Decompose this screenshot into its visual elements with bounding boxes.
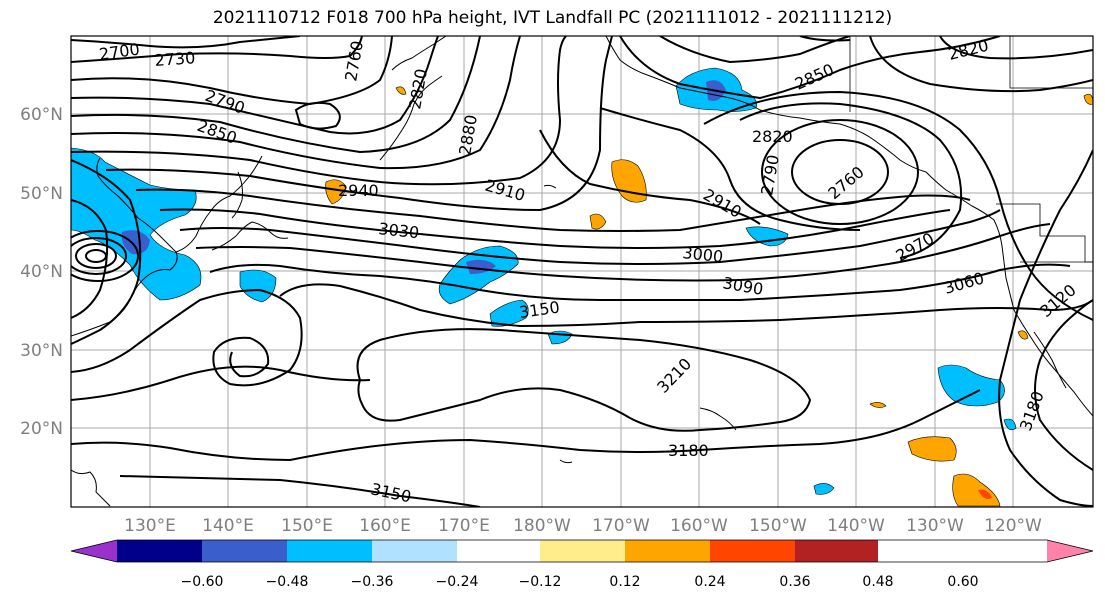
lat-label: 30°N bbox=[20, 341, 63, 361]
colorbar-bin bbox=[457, 540, 540, 562]
contour-label: 3180 bbox=[668, 441, 709, 460]
contour-label: 2730 bbox=[154, 48, 196, 70]
colorbar-bin bbox=[202, 540, 287, 562]
colorbar-bin bbox=[710, 540, 795, 562]
colorbar-tick: −0.24 bbox=[436, 574, 479, 590]
lon-label: 140°E bbox=[202, 516, 254, 536]
lat-label: 60°N bbox=[20, 105, 63, 125]
colorbar-tick: 0.12 bbox=[609, 574, 640, 590]
colorbar-tick: −0.36 bbox=[351, 574, 394, 590]
colorbar-outline bbox=[70, 539, 1094, 563]
height-contours bbox=[71, 36, 1093, 507]
colorbar-bin bbox=[372, 540, 457, 562]
longitude-labels: 130°E 140°E 150°E 160°E 170°E 180°W 170°… bbox=[124, 516, 1042, 536]
lat-label: 40°N bbox=[20, 262, 63, 282]
colorbar-tick: −0.48 bbox=[266, 574, 309, 590]
colorbar-bin bbox=[117, 540, 202, 562]
colorbar-tick: −0.60 bbox=[181, 574, 224, 590]
lat-label: 50°N bbox=[20, 184, 63, 204]
lon-label: 170°W bbox=[592, 516, 650, 536]
colorbar-extend-right bbox=[1047, 540, 1093, 562]
map-border bbox=[70, 35, 1094, 508]
lon-label: 140°W bbox=[827, 516, 885, 536]
lon-label: 160°W bbox=[670, 516, 728, 536]
colorbar-tick: 0.48 bbox=[862, 574, 893, 590]
political-borders bbox=[849, 36, 1093, 263]
colorbar-bin bbox=[625, 540, 710, 562]
colorbar-tick: −0.12 bbox=[519, 574, 562, 590]
contour-label: 2940 bbox=[338, 181, 379, 200]
lon-label: 120°W bbox=[984, 516, 1042, 536]
lon-label: 170°E bbox=[438, 516, 490, 536]
colorbar-bin bbox=[795, 540, 878, 562]
colorbar-tick-labels: −0.60 −0.48 −0.36 −0.24 −0.12 0.12 0.24 … bbox=[181, 574, 979, 590]
contour-label: 3030 bbox=[378, 219, 420, 242]
map-title: 2021110712 F018 700 hPa height, IVT Land… bbox=[212, 8, 893, 28]
colorbar-bin bbox=[287, 540, 372, 562]
colorbar-tick: 0.36 bbox=[779, 574, 810, 590]
lon-label: 150°W bbox=[749, 516, 807, 536]
colorbar-tick: 0.24 bbox=[694, 574, 725, 590]
lat-label: 20°N bbox=[20, 419, 63, 439]
lon-label: 130°W bbox=[906, 516, 964, 536]
latitude-labels: 60°N 50°N 40°N 30°N 20°N bbox=[20, 105, 63, 439]
lon-label: 130°E bbox=[124, 516, 176, 536]
lon-label: 160°E bbox=[359, 516, 411, 536]
ivt-positive-patches bbox=[325, 86, 1093, 507]
colorbar-tick: 0.60 bbox=[947, 574, 978, 590]
contour-label: 3000 bbox=[682, 243, 724, 266]
lon-label: 180°W bbox=[513, 516, 571, 536]
lon-label: 150°E bbox=[281, 516, 333, 536]
colorbar-bin bbox=[540, 540, 625, 562]
colorbar-extend-left bbox=[71, 540, 117, 562]
ivt-negative-patches bbox=[71, 67, 1017, 495]
colorbar: −0.60 −0.48 −0.36 −0.24 −0.12 0.12 0.24 … bbox=[70, 539, 1094, 590]
contour-label: 2820 bbox=[752, 127, 793, 146]
